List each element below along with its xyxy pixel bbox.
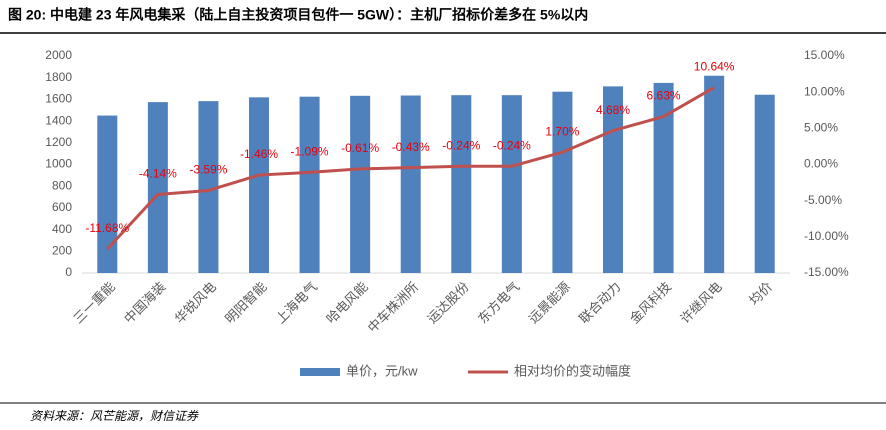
y-tick-label: 800: [52, 178, 72, 192]
y2-tick-label: 0.00%: [804, 157, 838, 171]
data-label: -0.24%: [493, 138, 531, 152]
bar: [400, 95, 421, 273]
data-label: -1.46%: [240, 147, 278, 161]
y-tick-label: 0: [65, 265, 72, 279]
data-label: -0.24%: [442, 138, 480, 152]
y-tick-label: 400: [52, 222, 72, 236]
x-tick-label: 华锐风电: [172, 279, 219, 326]
x-tick-label: 联合动力: [576, 279, 623, 326]
y2-tick-label: 15.00%: [804, 48, 845, 62]
y-tick-label: 1800: [45, 70, 72, 84]
bar: [299, 96, 320, 273]
data-label: 6.63%: [647, 89, 681, 103]
data-label: -0.43%: [392, 140, 430, 154]
y-tick-label: 600: [52, 200, 72, 214]
data-label: 1.70%: [545, 124, 579, 138]
bar: [653, 82, 674, 274]
data-label: 4.68%: [596, 103, 630, 117]
bar: [350, 95, 371, 273]
source: 资料来源：风芒能源，财信证券: [30, 409, 199, 423]
y-tick-label: 1400: [45, 113, 72, 127]
bar: [147, 102, 168, 273]
y2-tick-label: -15.00%: [804, 265, 849, 279]
x-tick-label: 许继风电: [677, 279, 724, 326]
bar: [198, 101, 219, 273]
x-tick-label: 上海电气: [273, 279, 320, 326]
x-tick-label: 中国海装: [121, 279, 168, 326]
x-tick-label: 明阳智能: [222, 279, 269, 326]
bar: [97, 115, 118, 273]
bar: [704, 75, 725, 273]
y-tick-label: 2000: [45, 48, 72, 62]
y2-tick-label: 5.00%: [804, 121, 838, 135]
y-tick-label: 1600: [45, 92, 72, 106]
legend-label: 单价，元/kw: [346, 363, 418, 378]
data-label: -4.14%: [139, 167, 177, 181]
y2-tick-label: -10.00%: [804, 229, 849, 243]
data-label: -11.68%: [85, 221, 129, 235]
x-tick-label: 金风科技: [627, 279, 674, 326]
x-tick-label: 哈电风能: [323, 279, 370, 326]
bar: [249, 97, 269, 273]
bar: [552, 91, 573, 273]
y-tick-label: 200: [52, 243, 72, 257]
data-label: -0.61%: [341, 141, 379, 155]
x-tick-label: 中车株洲所: [365, 279, 422, 336]
chart-title: 图 20: 中电建 23 年风电集采（陆上自主投资项目包件一 5GW）：主机厂招…: [8, 7, 588, 23]
x-tick-label: 均价: [746, 279, 775, 308]
line: [106, 86, 715, 251]
x-tick-label: 远景能源: [526, 279, 573, 326]
y-tick-label: 1200: [45, 135, 72, 149]
y2-tick-label: 10.00%: [804, 84, 845, 98]
data-label: 10.64%: [694, 60, 735, 74]
legend-label: 相对均价的变动幅度: [514, 363, 631, 378]
legend-swatch: [300, 368, 340, 376]
bar: [501, 95, 522, 273]
y2-tick-label: -5.00%: [804, 193, 842, 207]
x-tick-label: 三一重能: [70, 279, 117, 326]
x-tick-label: 运达股份: [424, 279, 471, 326]
data-label: -1.09%: [291, 145, 329, 159]
x-tick-label: 东方电气: [475, 279, 522, 326]
y-tick-label: 1000: [45, 157, 72, 171]
bar: [451, 95, 472, 273]
data-label: -3.59%: [189, 163, 227, 177]
bar: [754, 94, 775, 273]
